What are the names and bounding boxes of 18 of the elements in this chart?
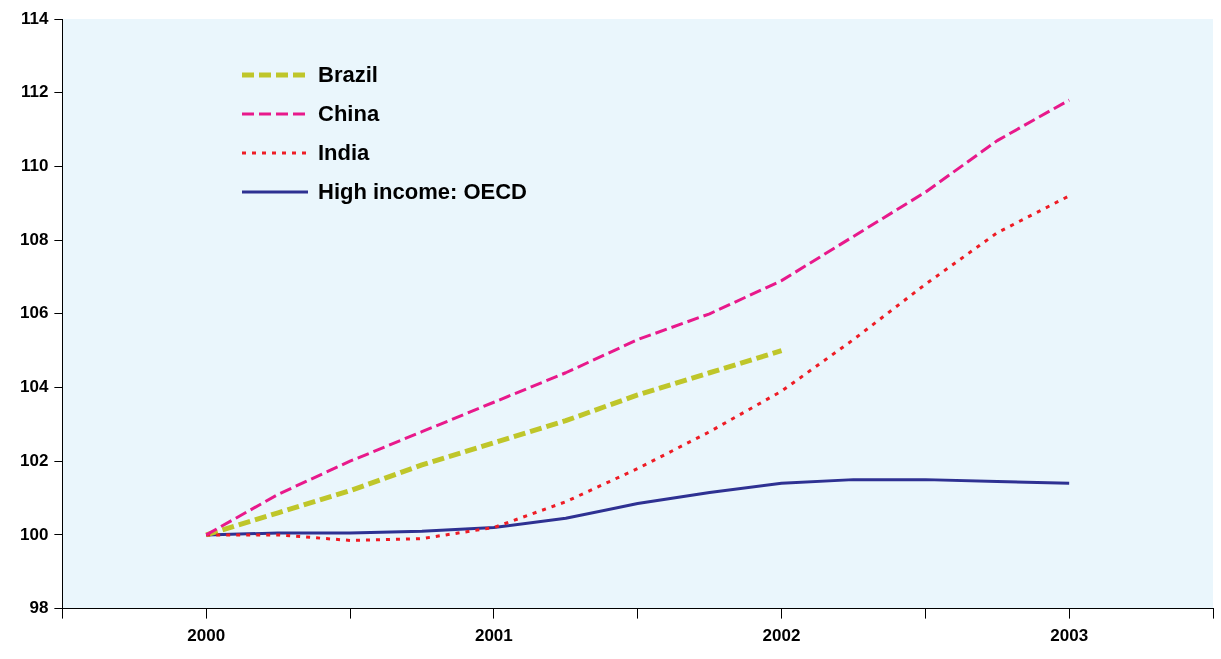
legend-label: India xyxy=(318,139,370,166)
x-tick-label: 2001 xyxy=(474,626,513,646)
x-tick-label: 2000 xyxy=(187,626,226,646)
y-tick-label: 112 xyxy=(20,82,49,102)
x-tick-label: 2003 xyxy=(1050,626,1089,646)
legend-label: High income: OECD xyxy=(318,178,528,205)
y-tick-label: 98 xyxy=(29,598,49,618)
y-tick-label: 106 xyxy=(19,303,49,323)
legend-label: Brazil xyxy=(318,61,378,88)
y-tick-label: 110 xyxy=(20,156,49,176)
y-tick-label: 108 xyxy=(19,229,49,249)
y-tick-label: 104 xyxy=(19,377,49,397)
x-tick-label: 2002 xyxy=(762,626,801,646)
y-tick-label: 100 xyxy=(19,524,49,544)
legend-label: China xyxy=(318,100,380,127)
y-tick-label: 102 xyxy=(19,450,49,470)
y-tick-label: 114 xyxy=(20,8,49,28)
line-series xyxy=(204,98,1071,537)
